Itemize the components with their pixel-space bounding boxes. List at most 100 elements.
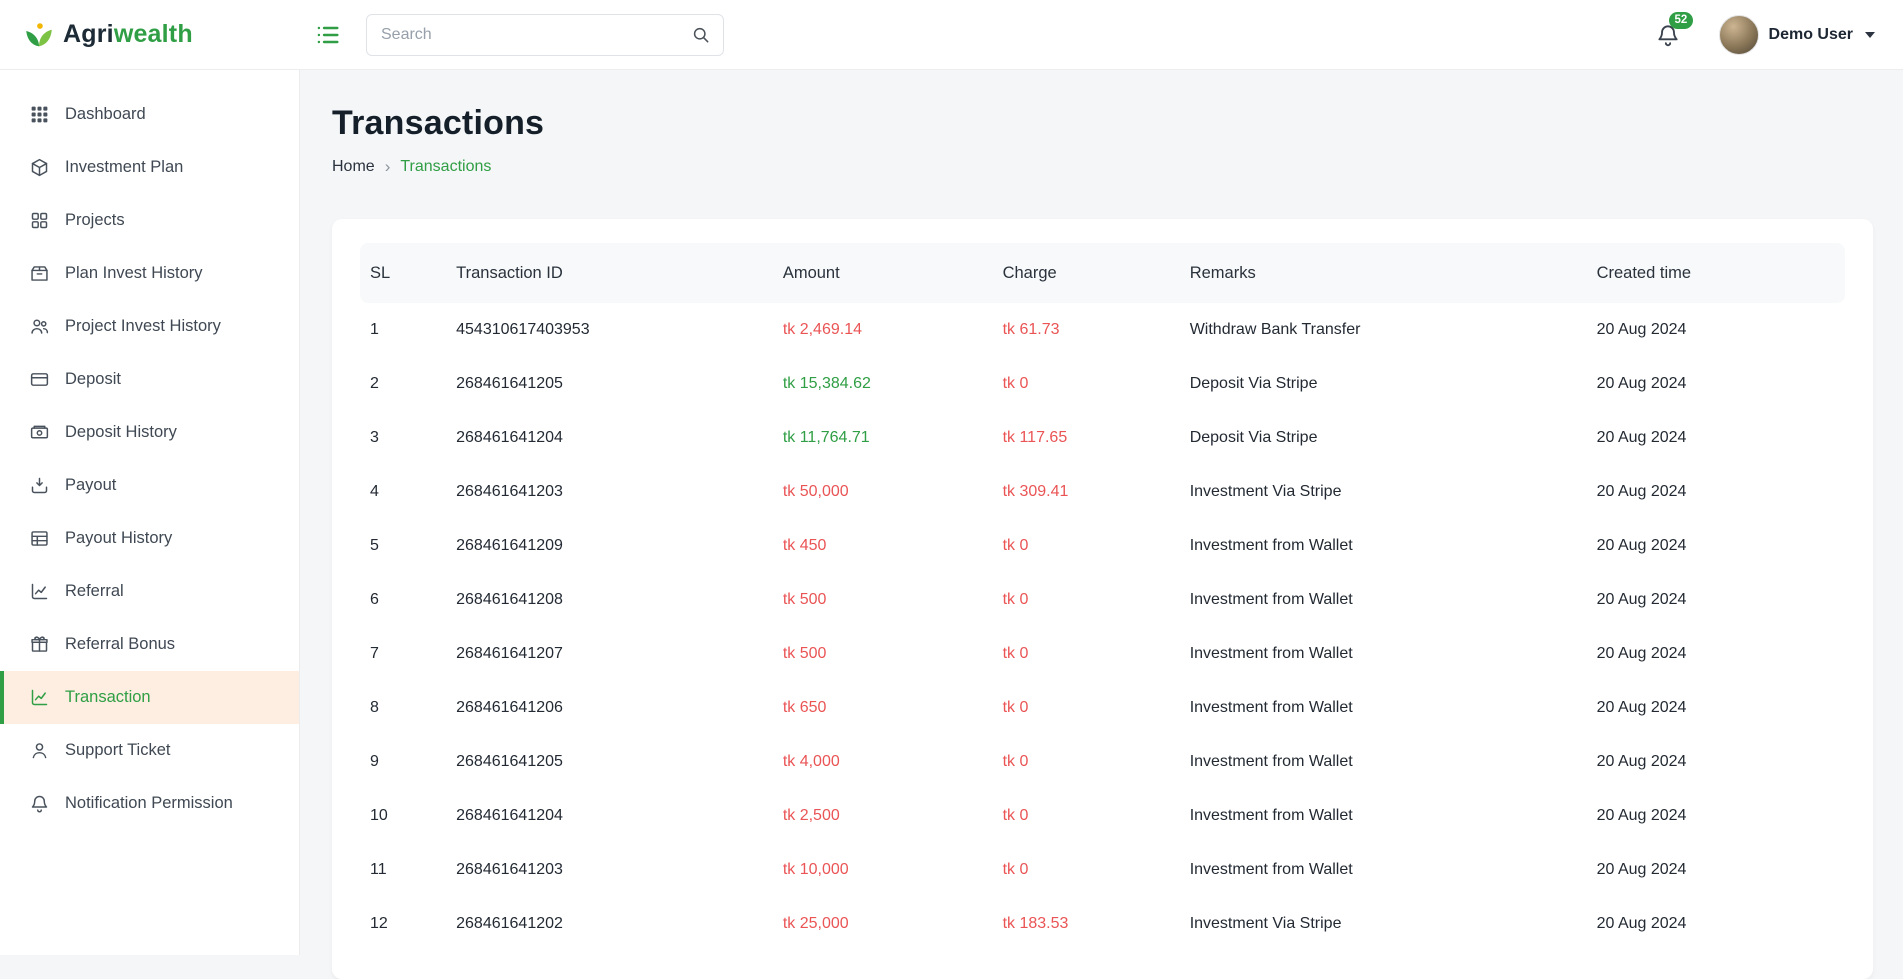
cell-sl: 3 — [370, 429, 379, 446]
cell-charge: tk 117.65 — [1002, 429, 1068, 446]
cell-amount: tk 15,384.62 — [782, 375, 871, 392]
sidebar-item-label: Deposit — [65, 370, 121, 388]
cell-charge: tk 0 — [1002, 861, 1029, 878]
table-row: 6 268461641208 tk 500 tk 0 Investment fr… — [360, 573, 1845, 627]
cell-amount: tk 450 — [782, 537, 827, 554]
payout-icon — [29, 475, 50, 496]
sidebar-item-transaction[interactable]: Transaction — [0, 671, 299, 724]
table-row: 2 268461641205 tk 15,384.62 tk 0 Deposit… — [360, 357, 1845, 411]
cell-created-time: 20 Aug 2024 — [1596, 483, 1687, 500]
column-header-transaction-id: Transaction ID — [446, 243, 773, 303]
cell-charge: tk 0 — [1002, 753, 1029, 770]
cell-amount: tk 2,500 — [782, 807, 840, 824]
cell-transaction-id: 268461641204 — [456, 807, 563, 824]
page-title: Transactions — [332, 104, 545, 142]
cell-amount: tk 2,469.14 — [782, 321, 862, 338]
cell-charge: tk 61.73 — [1002, 321, 1060, 338]
sidebar-item-referral[interactable]: Referral — [0, 565, 299, 618]
cell-amount: tk 500 — [782, 645, 827, 662]
cell-sl: 2 — [370, 375, 379, 392]
sidebar-item-plan-invest-history[interactable]: Plan Invest History — [0, 247, 299, 300]
sidebar-item-label: Projects — [65, 211, 125, 229]
sidebar-item-label: Payout — [65, 476, 117, 494]
deposit-icon — [29, 369, 50, 390]
column-header-sl: SL — [360, 243, 447, 303]
cell-sl: 8 — [370, 699, 379, 716]
sidebar-item-payout-history[interactable]: Payout History — [0, 512, 299, 565]
cell-remarks: Investment from Wallet — [1189, 699, 1353, 716]
sidebar-item-label: Transaction — [65, 688, 151, 706]
cell-transaction-id: 268461641209 — [456, 537, 563, 554]
cell-transaction-id: 454310617403953 — [456, 321, 590, 338]
cell-created-time: 20 Aug 2024 — [1596, 645, 1687, 662]
cell-remarks: Withdraw Bank Transfer — [1189, 321, 1361, 338]
cell-created-time: 20 Aug 2024 — [1596, 321, 1687, 338]
cell-transaction-id: 268461641204 — [456, 429, 563, 446]
cell-created-time: 20 Aug 2024 — [1596, 591, 1687, 608]
dashboard-grid-icon — [29, 104, 50, 125]
sidebar-item-label: Support Ticket — [65, 741, 171, 759]
cell-created-time: 20 Aug 2024 — [1596, 807, 1687, 824]
cell-remarks: Investment Via Stripe — [1189, 483, 1342, 500]
sidebar-item-label: Notification Permission — [65, 794, 233, 812]
breadcrumb-home[interactable]: Home — [332, 158, 375, 175]
referral-icon — [29, 581, 50, 602]
cell-transaction-id: 268461641206 — [456, 699, 563, 716]
payout-history-icon — [29, 528, 50, 549]
brand-logo[interactable]: Agriwealth — [0, 18, 300, 52]
sidebar-item-payout[interactable]: Payout — [0, 459, 299, 512]
sidebar-item-label: Referral — [65, 582, 124, 600]
sidebar-item-project-invest-history[interactable]: Project Invest History — [0, 300, 299, 353]
cell-amount: tk 50,000 — [782, 483, 849, 500]
user-menu[interactable]: Demo User — [1718, 14, 1875, 55]
cell-transaction-id: 268461641203 — [456, 861, 563, 878]
sidebar: Dashboard Investment Plan Projects Plan … — [0, 70, 300, 955]
search-input[interactable] — [366, 13, 724, 56]
cell-charge: tk 0 — [1002, 807, 1029, 824]
top-header: Agriwealth 52 Demo — [0, 0, 1903, 70]
cell-created-time: 20 Aug 2024 — [1596, 375, 1687, 392]
cell-transaction-id: 268461641202 — [456, 915, 563, 932]
sidebar-item-dashboard[interactable]: Dashboard — [0, 88, 299, 141]
chevron-down-icon — [1865, 31, 1875, 38]
transactions-card: SL Transaction ID Amount Charge Remarks Creat… — [332, 219, 1873, 979]
cell-remarks: Investment Via Stripe — [1189, 915, 1342, 932]
notification-button[interactable]: 52 — [1655, 11, 1694, 49]
cell-transaction-id: 268461641205 — [456, 753, 563, 770]
table-row: 5 268461641209 tk 450 tk 0 Investment fr… — [360, 519, 1845, 573]
sidebar-item-projects[interactable]: Projects — [0, 194, 299, 247]
sidebar-item-label: Project Invest History — [65, 317, 221, 335]
sidebar-item-deposit[interactable]: Deposit — [0, 353, 299, 406]
brand-name: Agriwealth — [63, 20, 193, 48]
table-row: 12 268461641202 tk 25,000 tk 183.53 Inve… — [360, 897, 1845, 951]
menu-list-icon — [314, 21, 342, 49]
cell-charge: tk 309.41 — [1002, 483, 1069, 500]
sidebar-item-investment-plan[interactable]: Investment Plan — [0, 141, 299, 194]
cell-charge: tk 0 — [1002, 699, 1029, 716]
cell-created-time: 20 Aug 2024 — [1596, 429, 1687, 446]
sidebar-item-deposit-history[interactable]: Deposit History — [0, 406, 299, 459]
cell-remarks: Deposit Via Stripe — [1189, 429, 1318, 446]
sidebar-item-support-ticket[interactable]: Support Ticket — [0, 724, 299, 777]
breadcrumb-current: Transactions — [400, 158, 492, 175]
cell-remarks: Investment from Wallet — [1189, 645, 1353, 662]
column-header-created-time: Created time — [1586, 243, 1845, 303]
cell-amount: tk 650 — [782, 699, 827, 716]
projects-icon — [29, 210, 50, 231]
table-row: 7 268461641207 tk 500 tk 0 Investment fr… — [360, 627, 1845, 681]
sidebar-item-notification-permission[interactable]: Notification Permission — [0, 777, 299, 830]
avatar[interactable] — [1718, 14, 1759, 55]
menu-toggle-button[interactable] — [312, 19, 344, 51]
notification-permission-icon — [29, 793, 50, 814]
sidebar-item-label: Payout History — [65, 529, 173, 547]
project-invest-history-icon — [29, 316, 50, 337]
column-header-charge: Charge — [992, 243, 1180, 303]
plan-invest-history-icon — [29, 263, 50, 284]
sidebar-item-referral-bonus[interactable]: Referral Bonus — [0, 618, 299, 671]
referral-bonus-icon — [29, 634, 50, 655]
cell-remarks: Deposit Via Stripe — [1189, 375, 1318, 392]
breadcrumb: Home › Transactions — [332, 157, 1873, 177]
cell-remarks: Investment from Wallet — [1189, 591, 1353, 608]
column-header-amount: Amount — [772, 243, 993, 303]
cell-charge: tk 0 — [1002, 537, 1029, 554]
